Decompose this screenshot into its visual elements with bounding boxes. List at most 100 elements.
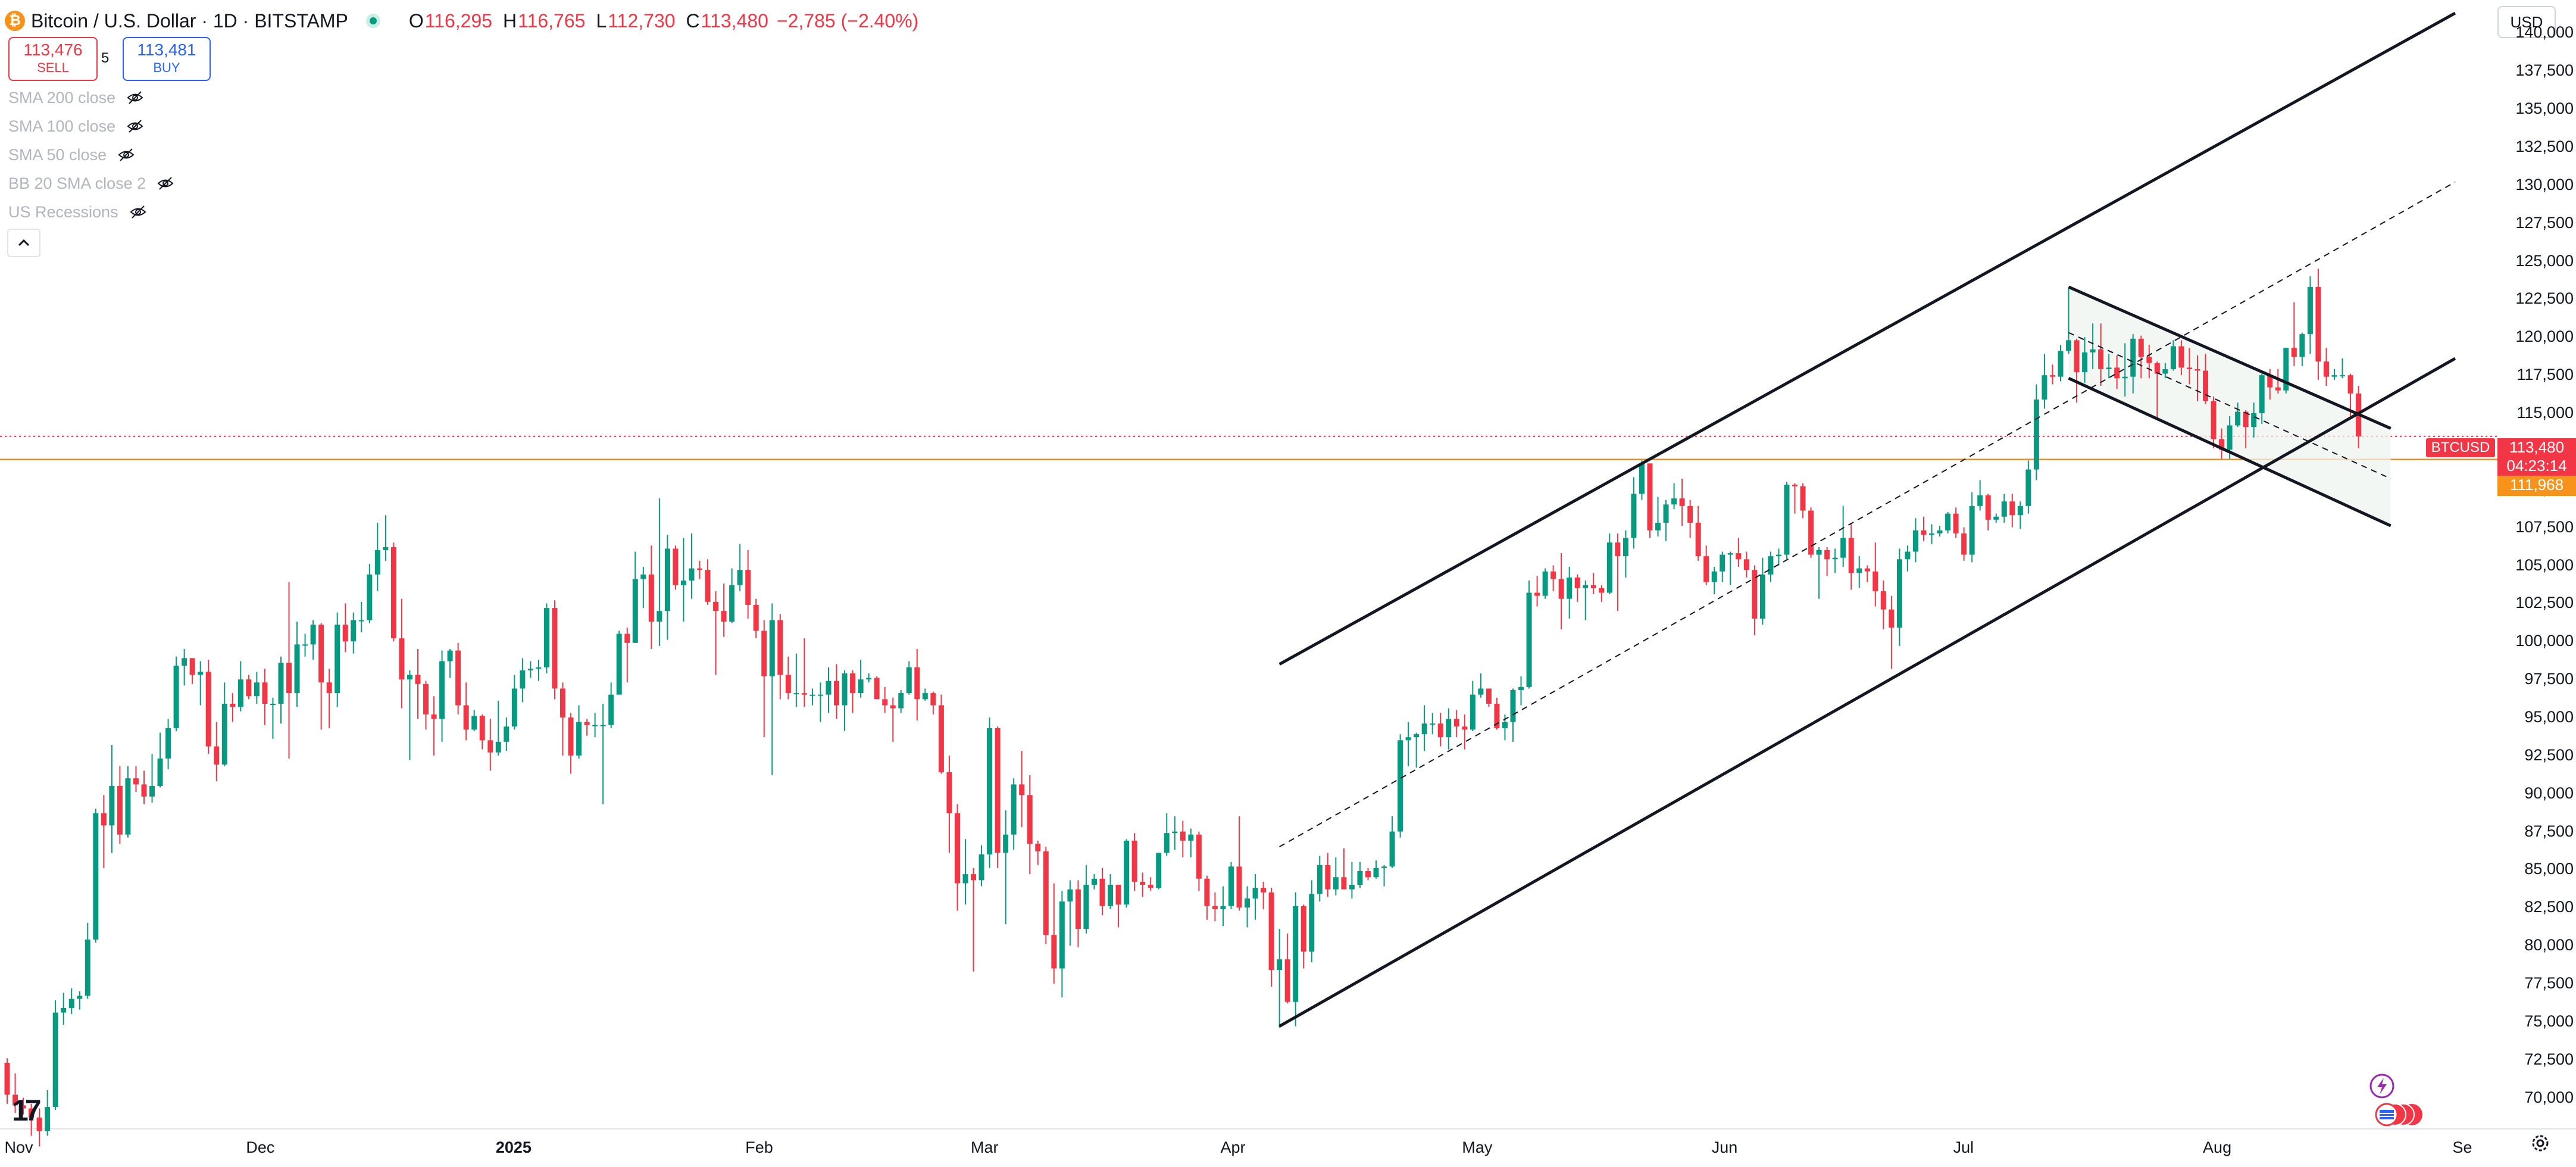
flash-icon[interactable] [2369,1073,2395,1099]
candle[interactable] [1277,929,1283,1028]
candle[interactable] [109,744,115,853]
candle[interactable] [1550,565,1556,591]
candle[interactable] [890,697,896,742]
candle[interactable] [705,559,711,605]
settings-gear-icon[interactable] [2528,1131,2552,1155]
candle[interactable] [1622,530,1628,578]
indicator-sma50[interactable]: SMA 50 close [8,143,135,167]
candle[interactable] [1115,885,1121,928]
candle[interactable] [1437,713,1443,747]
candle[interactable] [1647,463,1653,538]
candle[interactable] [1188,828,1194,858]
candle[interactable] [302,634,308,657]
candle[interactable] [1703,545,1709,585]
candle[interactable] [1446,708,1452,750]
candle[interactable] [2042,354,2047,409]
candle[interactable] [1599,585,1605,602]
candle[interactable] [1945,512,1951,533]
candle[interactable] [495,700,501,756]
candle[interactable] [93,809,99,943]
candle[interactable] [1349,862,1355,898]
candle[interactable] [1792,483,1798,514]
eye-hidden-icon[interactable] [129,203,147,221]
candle[interactable] [689,533,695,599]
candle[interactable] [198,661,204,706]
candle[interactable] [399,598,405,709]
candle[interactable] [29,1103,35,1136]
candle[interactable] [326,669,332,728]
candle[interactable] [1381,865,1387,887]
candle[interactable] [680,538,686,622]
candle[interactable] [777,614,783,700]
candle[interactable] [1542,568,1548,599]
parallel-channel-upper[interactable] [1278,11,2456,666]
candle[interactable] [1156,853,1162,890]
candle[interactable] [1453,710,1459,738]
candle[interactable] [431,696,437,756]
candle[interactable] [1414,732,1420,768]
candle[interactable] [1606,533,1612,595]
candle[interactable] [576,705,582,759]
candle[interactable] [479,714,485,750]
candle[interactable] [1430,713,1436,735]
candle[interactable] [1131,833,1137,891]
candle[interactable] [1679,478,1685,526]
candle[interactable] [640,567,646,609]
candle[interactable] [2001,494,2007,523]
indicator-us-recessions[interactable]: US Recessions [8,200,147,224]
candle[interactable] [1180,820,1186,858]
candle[interactable] [1421,705,1427,751]
candle[interactable] [85,922,90,999]
candle[interactable] [1333,857,1339,895]
candle[interactable] [1043,847,1049,944]
candle[interactable] [383,515,389,561]
candle[interactable] [149,754,155,803]
candle[interactable] [1534,576,1540,607]
candle[interactable] [673,545,679,590]
candle[interactable] [278,656,284,724]
candle[interactable] [1655,497,1661,536]
candle[interactable] [2033,384,2039,480]
candle[interactable] [769,603,775,776]
candle[interactable] [543,603,549,673]
candle[interactable] [125,766,131,838]
candle[interactable] [721,584,727,637]
candle[interactable] [68,988,74,1015]
candle[interactable] [1011,778,1017,850]
candle[interactable] [954,804,960,911]
eye-hidden-icon[interactable] [157,174,174,192]
candle[interactable] [2090,323,2096,369]
candle[interactable] [2049,364,2055,385]
candle[interactable] [1929,524,1935,544]
candle[interactable] [987,717,993,868]
candle[interactable] [2025,460,2031,514]
candle[interactable] [1067,880,1073,946]
candle[interactable] [1848,524,1854,590]
candle[interactable] [761,620,767,738]
candle[interactable] [2194,355,2200,401]
candle[interactable] [938,694,944,774]
candle[interactable] [842,670,848,731]
candle[interactable] [246,675,252,700]
candle[interactable] [2340,358,2346,379]
candle[interactable] [36,1108,42,1147]
candle[interactable] [214,722,220,782]
candle[interactable] [2283,348,2289,394]
candle[interactable] [262,669,268,725]
candle[interactable] [1172,816,1178,850]
eye-hidden-icon[interactable] [117,146,135,164]
candle[interactable] [455,642,461,714]
candle[interactable] [1051,883,1057,984]
candle[interactable] [358,601,364,632]
candle[interactable] [1937,526,1943,536]
candle[interactable] [2323,348,2329,386]
candle[interactable] [12,1073,18,1113]
candle[interactable] [1300,904,1306,969]
candle[interactable] [834,664,840,719]
candle[interactable] [697,560,703,579]
candle[interactable] [1526,581,1532,689]
candle[interactable] [2331,369,2337,380]
candle[interactable] [447,649,453,678]
candle[interactable] [664,535,670,640]
